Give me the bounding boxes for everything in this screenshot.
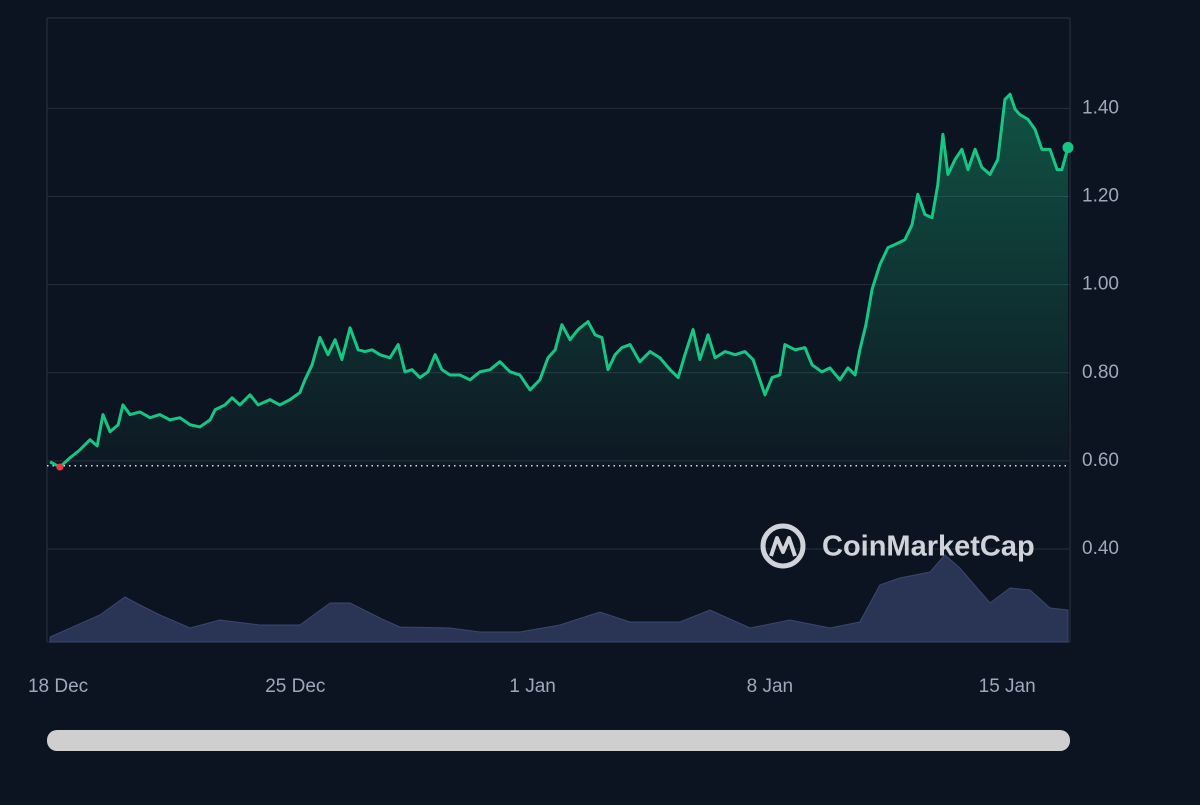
watermark-text: CoinMarketCap — [822, 531, 1035, 563]
y-tick-label: 0.80 — [1082, 362, 1119, 383]
price-area — [50, 94, 1068, 468]
x-tick-label: 25 Dec — [265, 676, 325, 697]
x-tick-label: 15 Jan — [979, 676, 1036, 697]
x-tick-label: 8 Jan — [747, 676, 793, 697]
y-tick-label: 0.40 — [1082, 538, 1119, 559]
scrollbar[interactable] — [47, 730, 1070, 751]
watermark: CoinMarketCap — [760, 523, 1035, 569]
logo-mark — [769, 536, 797, 557]
y-tick-label: 0.60 — [1082, 450, 1119, 471]
x-tick-label: 18 Dec — [28, 676, 88, 697]
last-point — [1062, 142, 1074, 154]
y-tick-label: 1.20 — [1082, 185, 1119, 206]
volume-area — [49, 554, 1069, 643]
y-tick-label: 1.40 — [1082, 97, 1119, 118]
logo — [760, 523, 806, 569]
price-line — [49, 92, 1070, 469]
x-tick-label: 1 Jan — [509, 676, 555, 697]
y-tick-label: 1.00 — [1082, 274, 1119, 295]
start-point — [56, 463, 64, 471]
